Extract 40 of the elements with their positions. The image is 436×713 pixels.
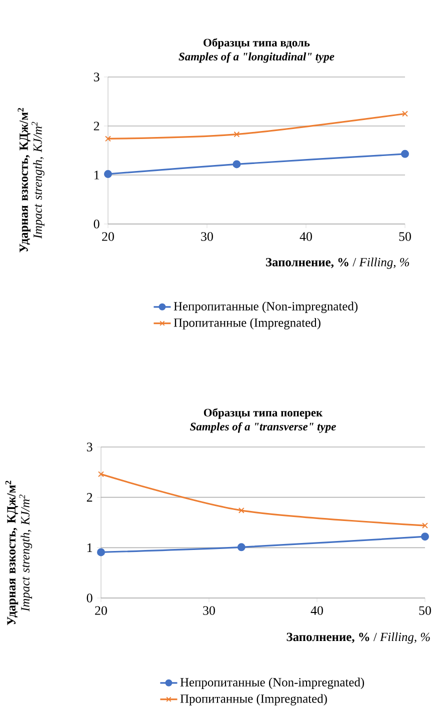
y-tick-label: 0 [86, 594, 92, 602]
point [402, 110, 408, 117]
point [104, 170, 112, 178]
y-tick-label: 2 [94, 122, 100, 130]
chart-subtitle: Samples of a "longitudinal" type [178, 52, 334, 63]
legend-label: Пропитанные (Impregnated) [180, 694, 327, 706]
text: Ударная взкость, КДж/м$^{2}$ Impact strength, KJ/m$^{2}$ [18, 108, 44, 252]
x-tick-label: 20 [102, 232, 114, 241]
y-tick-label: 2 [86, 493, 92, 502]
point [401, 150, 409, 158]
chart-title: Образцы типа поперек [204, 408, 323, 419]
y-tick-label: 3 [94, 72, 100, 82]
x-tick-label: 50 [399, 232, 411, 241]
point [422, 522, 428, 528]
y-tick-label: 1 [94, 170, 100, 180]
x-axis-title: Заполнение, % / Filling, % [266, 258, 410, 269]
legend-label: Непропитанные (Non-impregnated) [174, 302, 358, 314]
x-tick-label: 20 [95, 606, 107, 615]
x-tick-label: 30 [203, 606, 215, 615]
chart-subtitle: Samples of a "transverse" type [190, 422, 336, 433]
text: Ударная взкость, КДж/м$^{2}$ Impact strength, KJ/m$^{2}$ [5, 480, 32, 626]
point [232, 160, 241, 168]
x-tick-label: 50 [419, 606, 431, 615]
point [234, 131, 240, 138]
x-axis-title: Заполнение, % / Filling, % [286, 632, 430, 644]
legend-label: Пропитанные (Impregnated) [174, 318, 320, 330]
y-tick-label: 3 [86, 442, 92, 452]
legend-label: Непропитанные (Non-impregnated) [180, 678, 364, 690]
x-tick-label: 40 [310, 606, 323, 615]
point [98, 471, 104, 478]
point [105, 136, 111, 142]
y-tick-label: 0 [94, 220, 100, 228]
y-tick-label: 1 [87, 543, 92, 552]
chart-title: Образцы типа вдоль [204, 38, 310, 49]
point [238, 507, 244, 514]
point [97, 548, 105, 556]
point [237, 543, 246, 552]
x-tick-label: 40 [300, 232, 312, 241]
point [421, 532, 430, 541]
x-tick-label: 30 [201, 232, 213, 241]
